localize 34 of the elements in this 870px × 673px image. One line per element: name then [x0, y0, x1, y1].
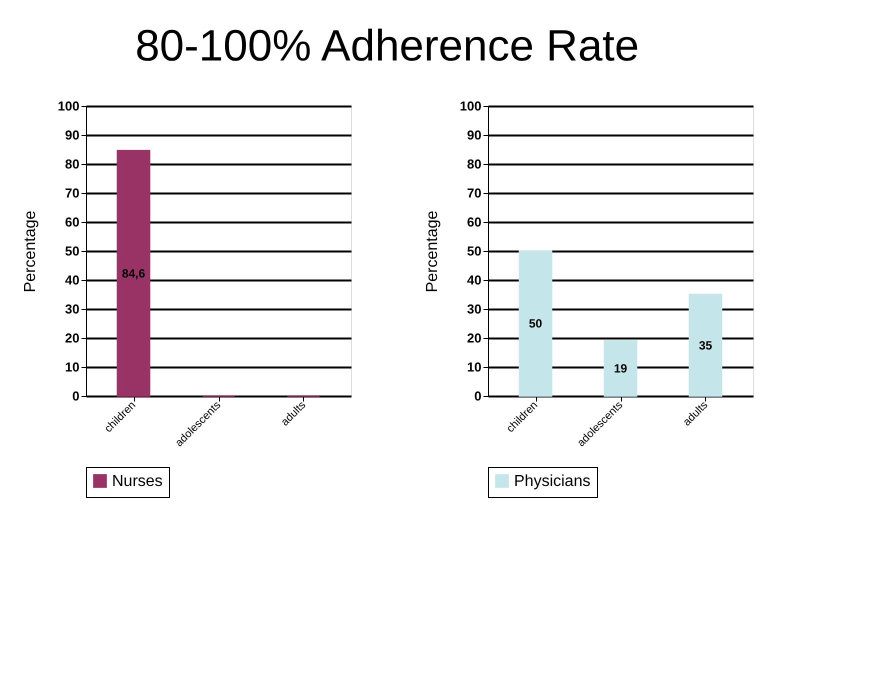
y-tick-label: 40 — [65, 272, 80, 288]
y-tick-label: 100 — [58, 98, 80, 114]
y-tick-label: 70 — [467, 186, 482, 200]
data-label: 19 — [614, 361, 628, 376]
y-tick-label: 10 — [467, 360, 482, 374]
y-tick-label: 70 — [65, 186, 80, 200]
bar — [604, 340, 638, 397]
y-axis-title: Percentage — [424, 210, 441, 292]
y-tick-label: 60 — [467, 214, 482, 230]
y-tick-label: 50 — [65, 244, 80, 258]
y-tick-label: 80 — [467, 156, 482, 172]
y-tick-label: 90 — [65, 128, 80, 142]
y-axis-title: Percentage — [22, 210, 39, 292]
y-tick-label: 0 — [474, 388, 482, 404]
y-tick-label: 20 — [467, 330, 482, 346]
data-label: 50 — [528, 316, 542, 330]
y-tick-label: 80 — [65, 156, 80, 172]
y-tick-label: 20 — [65, 330, 80, 346]
y-tick-label: 60 — [65, 214, 80, 230]
bar — [518, 250, 552, 397]
data-label: 35 — [698, 338, 712, 352]
chart-title: 80-100% Adherence Rate — [135, 22, 640, 70]
y-tick-label: 0 — [72, 388, 80, 404]
y-tick-label: 100 — [460, 98, 482, 114]
y-tick-label: 90 — [467, 128, 482, 142]
y-tick-label: 10 — [65, 360, 80, 374]
y-tick-label: 40 — [467, 272, 482, 288]
data-label: 84,6 — [122, 266, 146, 280]
y-tick-label: 30 — [467, 302, 482, 316]
legend-label: Nurses — [112, 473, 163, 490]
y-tick-label: 30 — [65, 302, 80, 316]
legend-label: Physicians — [514, 473, 590, 490]
bar — [688, 294, 722, 397]
y-tick-label: 50 — [467, 244, 482, 258]
